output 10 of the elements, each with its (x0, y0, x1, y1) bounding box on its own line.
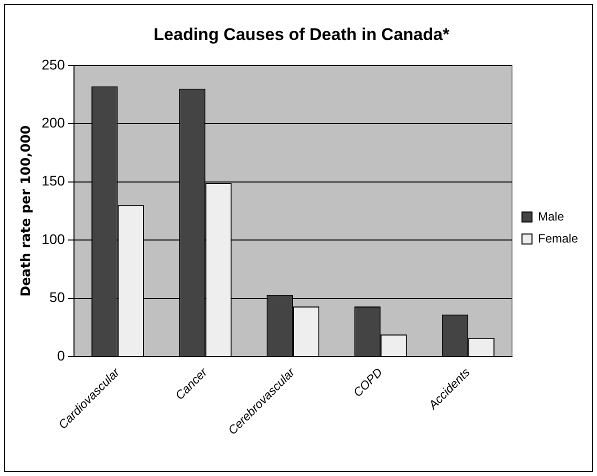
legend-label: Female (538, 231, 578, 246)
y-tick-label: 50 (49, 289, 66, 306)
y-tick-label: 150 (42, 172, 66, 189)
y-tick-label: 200 (42, 114, 66, 130)
y-axis-title: Death rate per 100,000 (19, 125, 34, 297)
y-tick-label: 0 (57, 347, 66, 364)
legend-label: Male (538, 209, 564, 224)
y-tick-label: 250 (42, 56, 66, 72)
chart-title: Leading Causes of Death in Canada* (154, 24, 450, 44)
y-tick-label: 100 (42, 230, 66, 247)
